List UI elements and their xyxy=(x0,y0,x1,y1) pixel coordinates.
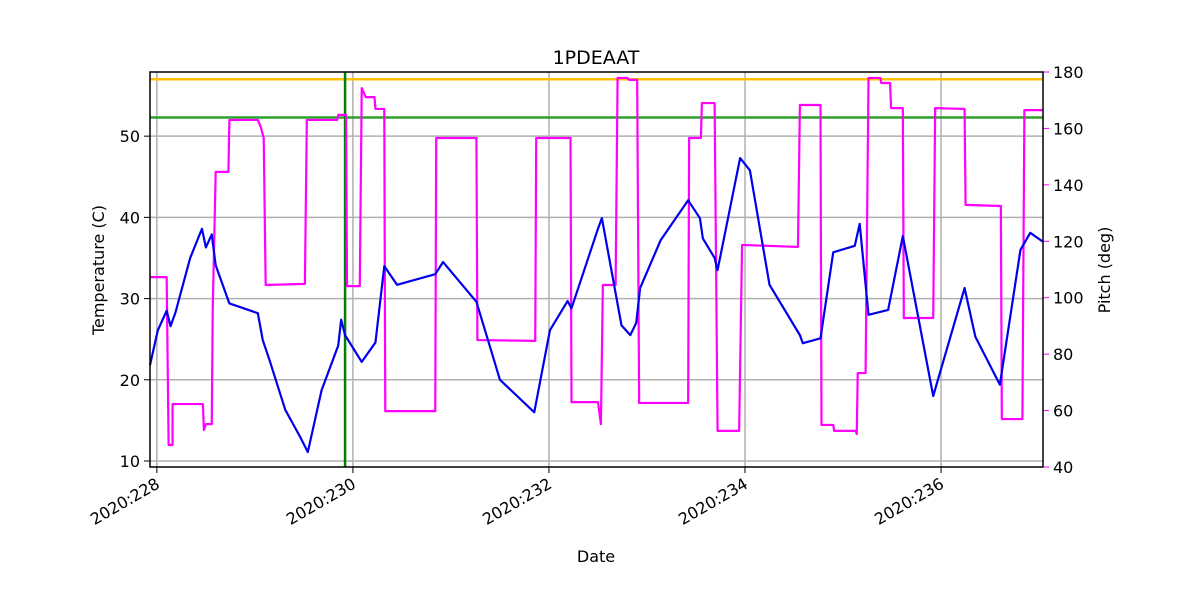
y2-tick-label: 100 xyxy=(1053,289,1084,308)
y2-tick-label: 140 xyxy=(1053,176,1084,195)
plot-frame xyxy=(149,71,1044,468)
x-axis-label: Date xyxy=(577,547,615,566)
data-line xyxy=(148,156,1044,454)
y2-axis-label: Pitch (deg) xyxy=(1095,227,1114,314)
chart-title: 1PDEAAT xyxy=(553,47,640,69)
y2-tick-label: 180 xyxy=(1053,63,1084,82)
y2-tick-label: 60 xyxy=(1053,402,1073,421)
y-tick-label: 10 xyxy=(120,452,140,471)
y-tick-label: 30 xyxy=(120,290,140,309)
y-axis-label: Temperature (C) xyxy=(89,205,108,336)
y-tick-label: 50 xyxy=(120,127,140,146)
y-tick-label: 20 xyxy=(120,371,140,390)
y2-tick-label: 80 xyxy=(1053,345,1073,364)
y2-tick-label: 40 xyxy=(1053,458,1073,477)
data-line xyxy=(150,76,1043,447)
y-tick-label: 40 xyxy=(120,208,140,227)
y2-tick-label: 120 xyxy=(1053,232,1084,251)
y2-tick-label: 160 xyxy=(1053,119,1084,138)
